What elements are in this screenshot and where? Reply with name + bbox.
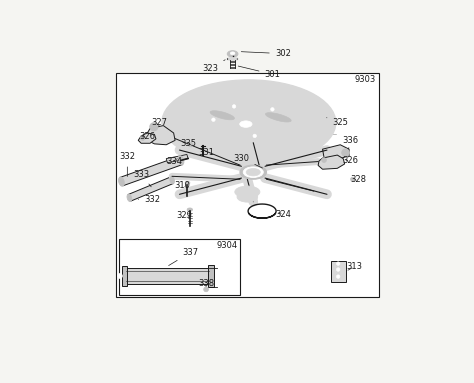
Text: 329: 329 (177, 211, 192, 220)
Polygon shape (166, 154, 188, 163)
Circle shape (253, 134, 256, 137)
Bar (331, 261, 346, 282)
Circle shape (351, 177, 355, 181)
Circle shape (212, 118, 215, 121)
Circle shape (337, 268, 340, 271)
Text: 323: 323 (202, 60, 225, 73)
Text: 334: 334 (166, 157, 182, 166)
Circle shape (140, 136, 145, 140)
Text: 330: 330 (234, 154, 263, 168)
Text: 338: 338 (198, 278, 214, 288)
Text: 325: 325 (327, 118, 348, 127)
Circle shape (271, 108, 274, 111)
Ellipse shape (235, 186, 260, 198)
Polygon shape (128, 177, 173, 201)
Ellipse shape (178, 156, 184, 165)
Text: 324: 324 (276, 210, 292, 219)
Polygon shape (164, 99, 213, 131)
Text: 327: 327 (151, 118, 167, 126)
Circle shape (337, 275, 340, 278)
Ellipse shape (230, 52, 235, 55)
Text: 301: 301 (238, 66, 280, 79)
Ellipse shape (243, 167, 263, 177)
Ellipse shape (170, 177, 174, 184)
Ellipse shape (188, 143, 193, 147)
Ellipse shape (237, 192, 258, 202)
Ellipse shape (265, 113, 291, 122)
Polygon shape (138, 133, 156, 143)
Text: 333: 333 (133, 170, 151, 187)
Ellipse shape (252, 206, 272, 216)
Text: 302: 302 (241, 49, 291, 58)
Polygon shape (120, 156, 182, 186)
Text: 332: 332 (138, 195, 160, 204)
Ellipse shape (240, 121, 252, 128)
Text: 328: 328 (351, 175, 366, 184)
Ellipse shape (246, 169, 260, 176)
Text: 332: 332 (119, 152, 135, 177)
Polygon shape (318, 155, 345, 169)
Text: 326: 326 (343, 156, 358, 165)
Text: 313: 313 (346, 262, 363, 271)
Text: 331: 331 (198, 147, 214, 157)
Ellipse shape (228, 51, 238, 57)
Ellipse shape (118, 177, 124, 186)
Bar (119, 239, 240, 295)
Polygon shape (146, 126, 175, 145)
Text: 337: 337 (169, 248, 199, 265)
Text: 326: 326 (139, 132, 155, 141)
Text: 9304: 9304 (217, 241, 237, 250)
Circle shape (204, 287, 209, 292)
Polygon shape (322, 145, 349, 159)
Bar (127, 268, 209, 284)
Ellipse shape (162, 80, 336, 165)
Circle shape (232, 105, 236, 108)
Ellipse shape (210, 111, 235, 120)
Ellipse shape (127, 194, 132, 201)
Ellipse shape (228, 57, 237, 61)
Text: 335: 335 (181, 139, 196, 148)
Text: 310: 310 (174, 181, 191, 190)
Ellipse shape (185, 181, 190, 184)
Bar (122, 267, 128, 286)
Circle shape (342, 149, 349, 157)
Bar (116, 72, 379, 296)
Circle shape (118, 273, 122, 278)
Circle shape (322, 158, 327, 162)
Ellipse shape (240, 165, 266, 179)
Text: 336: 336 (343, 136, 359, 149)
Text: 9303: 9303 (355, 75, 376, 84)
Circle shape (337, 262, 340, 265)
Ellipse shape (187, 208, 192, 211)
Circle shape (150, 123, 158, 131)
Bar (208, 265, 214, 287)
